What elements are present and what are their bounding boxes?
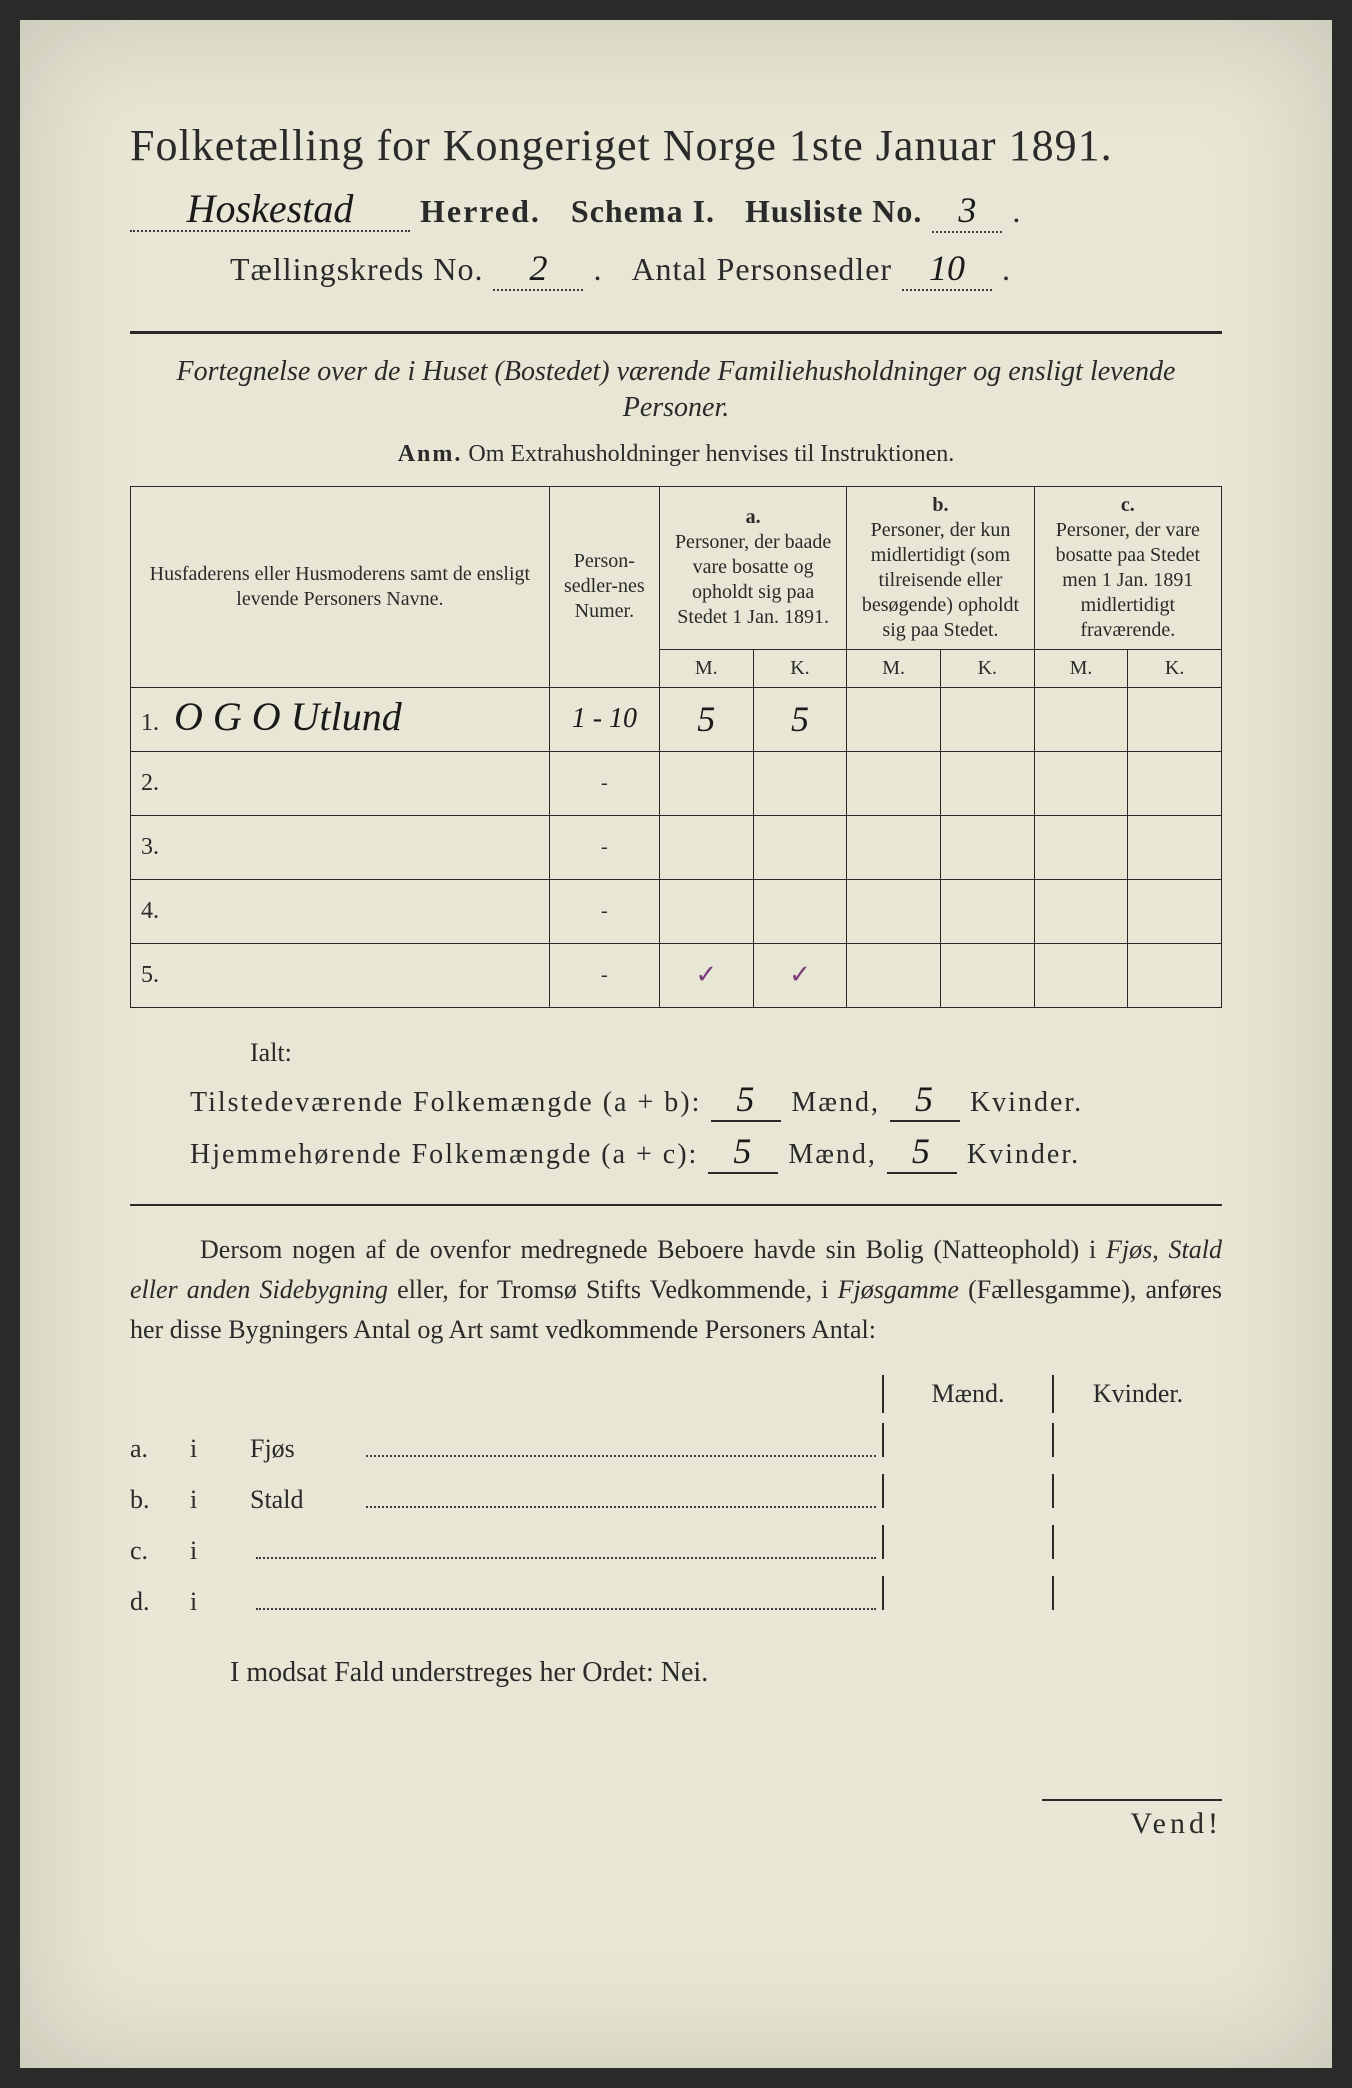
divider — [130, 1204, 1222, 1206]
antal-label: Antal Personsedler — [631, 251, 892, 288]
table-row: 1. O G O Utlund 1 - 10 5 5 — [131, 687, 1222, 751]
col-b-header: b.Personer, der kun midlertidigt (som ti… — [847, 486, 1034, 649]
col-b-k: K. — [940, 649, 1034, 687]
husliste-no: 3 — [958, 190, 976, 230]
sub-header-kvinder: Kvinder. — [1052, 1375, 1222, 1413]
herred-name: Hoskestad — [187, 186, 354, 231]
divider — [130, 331, 1222, 334]
anm-line: Anm. Om Extrahusholdninger henvises til … — [130, 441, 1222, 468]
row1-name: O G O Utlund — [174, 694, 402, 739]
ialt-label: Ialt: — [250, 1038, 1222, 1068]
row1-bm — [847, 687, 941, 751]
sub-table-header: Mænd. Kvinder. — [130, 1375, 1222, 1413]
sum1-m: 5 — [736, 1079, 756, 1119]
check-ak: ✓ — [789, 960, 811, 989]
main-table: Husfaderens eller Husmoderens samt de en… — [130, 486, 1222, 1008]
schema-label: Schema I. — [571, 193, 715, 230]
sum-line-2: Hjemmehørende Folkemængde (a + c): 5 Mæn… — [190, 1130, 1222, 1174]
sum1-k: 5 — [915, 1079, 935, 1119]
census-form-page: Folketælling for Kongeriget Norge 1ste J… — [20, 20, 1332, 2068]
col-a-k: K. — [753, 649, 847, 687]
col-c-m: M. — [1034, 649, 1128, 687]
col-a-header: a.Personer, der baade vare bosatte og op… — [659, 486, 846, 649]
anm-bold: Anm. — [398, 441, 463, 467]
row1-numer: 1 - 10 — [549, 687, 659, 751]
herred-label: Herred. — [420, 193, 541, 230]
husliste-label: Husliste No. — [745, 193, 922, 230]
sum-line-1: Tilstedeværende Folkemængde (a + b): 5 M… — [190, 1078, 1222, 1122]
col-c-k: K. — [1128, 649, 1222, 687]
table-row: 5. - ✓ ✓ — [131, 943, 1222, 1007]
page-title: Folketælling for Kongeriget Norge 1ste J… — [130, 120, 1222, 171]
fortegnelse-text: Fortegnelse over de i Huset (Bostedet) v… — [130, 354, 1222, 427]
kreds-label: Tællingskreds No. — [230, 251, 483, 288]
vend-label: Vend! — [1042, 1799, 1222, 1841]
col-name-header: Husfaderens eller Husmoderens samt de en… — [131, 486, 550, 687]
sub-header-maend: Mænd. — [882, 1375, 1052, 1413]
sub-row-c: c. i — [130, 1525, 1222, 1566]
sum2-m: 5 — [733, 1131, 753, 1171]
anm-text: Om Extrahusholdninger henvises til Instr… — [468, 441, 954, 467]
col-numer-header: Person-sedler-nes Numer. — [549, 486, 659, 687]
col-a-m: M. — [659, 649, 753, 687]
row1-ck — [1128, 687, 1222, 751]
table-row: 4. - — [131, 879, 1222, 943]
header-line-3: Tællingskreds No. 2. Antal Personsedler … — [130, 247, 1222, 291]
explanatory-paragraph: Dersom nogen af de ovenfor medregnede Be… — [130, 1230, 1222, 1351]
modsat-line: I modsat Fald understreges her Ordet: Ne… — [230, 1657, 1222, 1689]
kreds-no: 2 — [529, 248, 547, 288]
sub-row-a: a. i Fjøs — [130, 1423, 1222, 1464]
table-row: 3. - — [131, 815, 1222, 879]
col-b-m: M. — [847, 649, 941, 687]
table-row: 2. - — [131, 751, 1222, 815]
row1-bk — [940, 687, 1034, 751]
sub-row-b: b. i Stald — [130, 1474, 1222, 1515]
check-am: ✓ — [695, 960, 717, 989]
row1-ak: 5 — [753, 687, 847, 751]
antal-no: 10 — [929, 248, 965, 288]
col-c-header: c.Personer, der vare bosatte paa Stedet … — [1034, 486, 1221, 649]
sub-row-d: d. i — [130, 1576, 1222, 1617]
row1-cm — [1034, 687, 1128, 751]
row1-am: 5 — [659, 687, 753, 751]
header-line-2: Hoskestad Herred. Schema I. Husliste No.… — [130, 189, 1222, 233]
sum2-k: 5 — [912, 1131, 932, 1171]
